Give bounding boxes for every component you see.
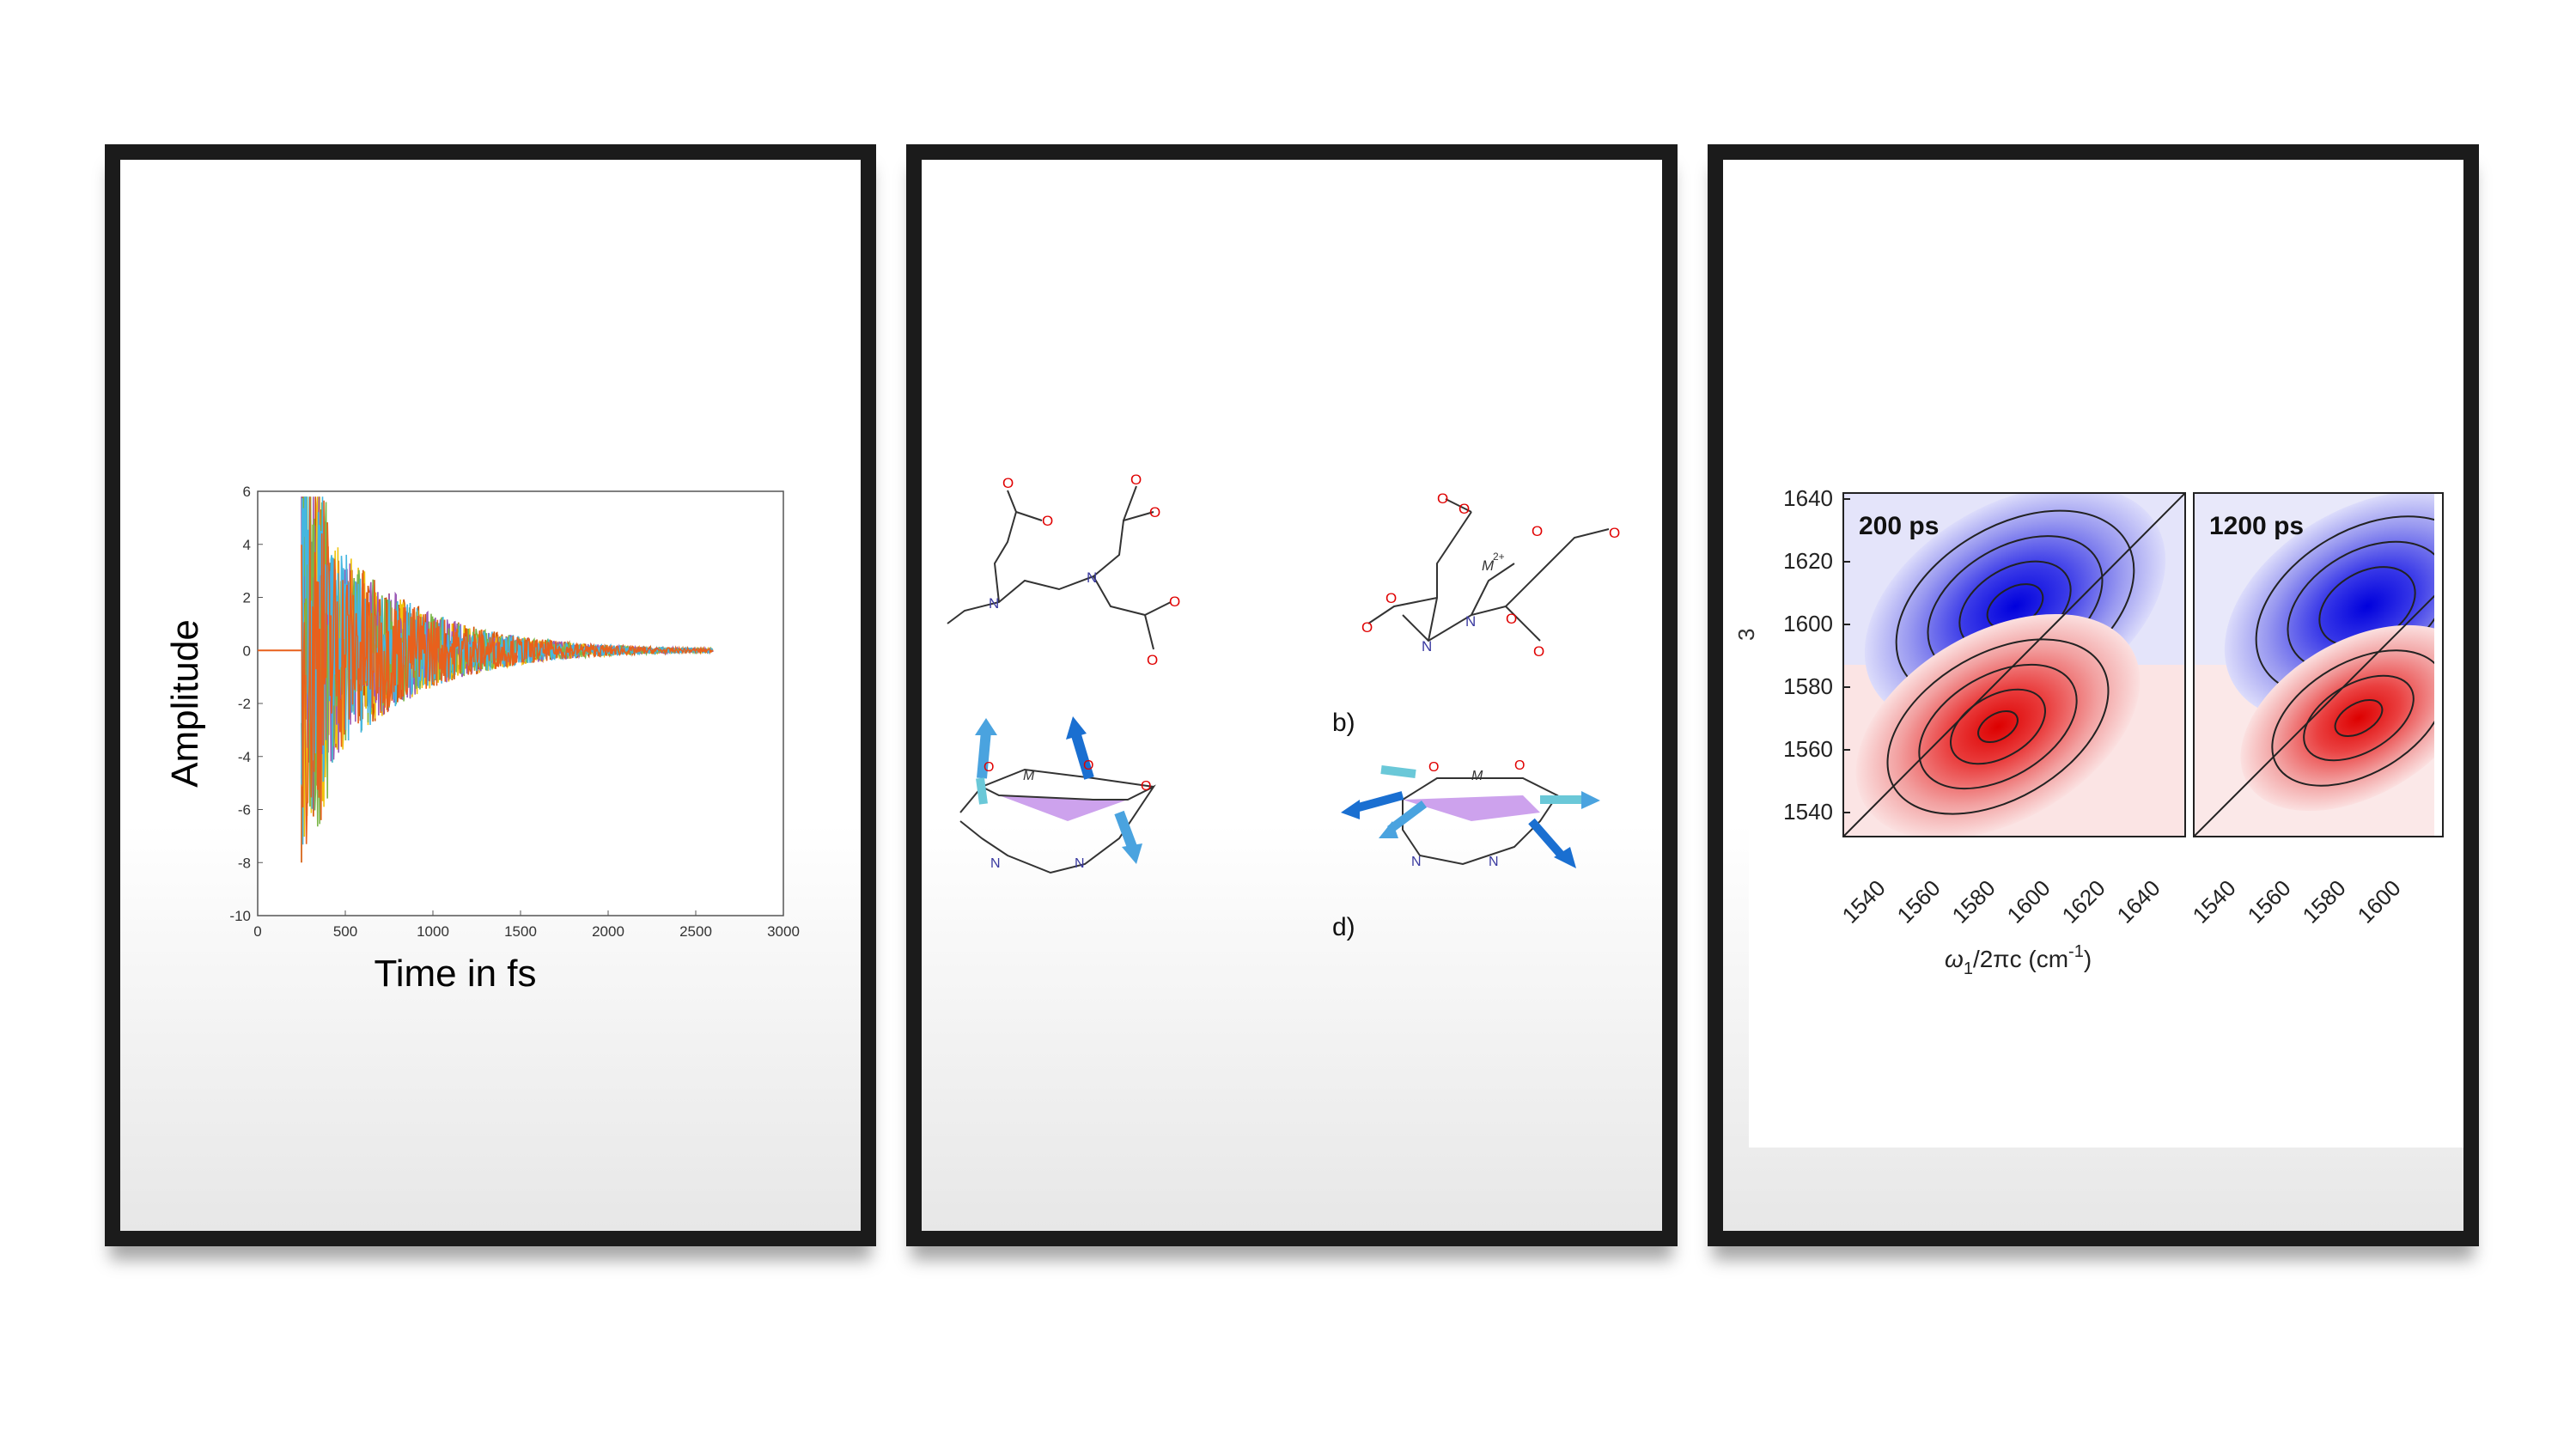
x-tick-label: 500: [333, 923, 357, 940]
label-d: d): [1332, 913, 1355, 941]
atom-o: O: [1428, 760, 1439, 775]
vibration-mode-d: [1341, 765, 1600, 868]
subplot-frame: [1842, 492, 2186, 837]
y-tick-label: -6: [238, 802, 251, 819]
atom-o: O: [1169, 594, 1180, 610]
atom-o: O: [1149, 504, 1160, 521]
y-axis-label: Amplitude: [164, 619, 206, 788]
y-tick-label: 4: [243, 537, 251, 553]
atom-o: O: [984, 760, 994, 775]
x-tick-label: 3000: [767, 923, 800, 940]
y-tick-labels: 1640 1620 1600 1580 1560 1540: [1783, 485, 1850, 825]
x-tick-label: 1000: [417, 923, 449, 940]
frame-1: 0 500 1000 1500 2000 2500 3000 6 4 2 0 -2 -4 -6 -8 -10 …: [105, 144, 876, 1246]
metal-complex-structure: [1367, 498, 1610, 642]
atom-o: O: [1083, 758, 1093, 773]
x-axis-label: Time in fs: [374, 953, 536, 995]
frame-3: 200 ps 1200 ps 1640 1620 1600 1580 1560 1540 …: [1708, 144, 2479, 1246]
signal-traces: [258, 496, 714, 863]
y-tick-label: 6: [243, 484, 251, 500]
atom-o: O: [1385, 590, 1397, 606]
y-tick-label: 0: [243, 642, 251, 659]
atom-n: N: [990, 856, 1001, 871]
frame-2: N N O O O O O O N N M 2+ O O O O O: [906, 144, 1678, 1246]
spectrum-1200ps: [2194, 493, 2434, 837]
metal-atom: M: [1023, 769, 1035, 783]
atom-o: O: [1532, 523, 1543, 539]
atom-o: O: [1147, 652, 1158, 668]
label-b: b): [1332, 709, 1355, 737]
x-tick-label: 2000: [592, 923, 624, 940]
signal-trace: [301, 496, 714, 844]
x-tick-label: 0: [253, 923, 261, 940]
atom-o: O: [1533, 643, 1544, 660]
metal-charge: 2+: [1493, 551, 1505, 563]
x-axis-label: ω1/2πc (cm-1): [1945, 942, 2092, 978]
molecule-diagrams: N N O O O O O O N N M 2+ O O O O O: [947, 472, 1620, 941]
atom-n: N: [1411, 855, 1422, 869]
y-tick-label: 1600: [1783, 611, 1833, 636]
atom-o: O: [1459, 501, 1470, 517]
x-tick-label: 2500: [679, 923, 712, 940]
atom-n: N: [1075, 856, 1085, 871]
atom-n: N: [989, 595, 999, 612]
vibration-mode-c: [959, 716, 1156, 874]
subplot-label: 1200 ps: [2209, 512, 2304, 540]
axis-ticks: 0 500 1000 1500 2000 2500 3000 6 4 2 0 -2 -4 -6 -8 -10: [229, 484, 799, 940]
atom-n: N: [1422, 638, 1432, 654]
amplitude-chart: 0 500 1000 1500 2000 2500 30006420-2-4-6-8-10 …: [164, 484, 800, 995]
metal-atom: M: [1482, 557, 1495, 574]
atom-o: O: [1361, 619, 1373, 636]
atom-o: O: [1609, 525, 1620, 541]
atom-o: O: [1506, 611, 1517, 627]
y-tick-label: 1560: [1783, 736, 1833, 762]
ligand-structure: [947, 485, 1172, 650]
y-tick-label: 1620: [1783, 548, 1833, 574]
y-tick-label: 1540: [1783, 799, 1833, 825]
atom-n: N: [1489, 855, 1499, 869]
y-axis-label-fragment: 3: [1733, 629, 1759, 641]
atom-n: N: [1087, 569, 1097, 586]
y-tick-label: -8: [238, 855, 251, 871]
y-tick-label: -10: [229, 908, 251, 924]
metal-atom: M: [1471, 769, 1483, 783]
atom-o: O: [1514, 758, 1525, 773]
y-tick-label: 1640: [1783, 485, 1833, 511]
spectrum-200ps: [1843, 493, 2185, 837]
atom-o: O: [1002, 475, 1014, 491]
atom-o: O: [1141, 779, 1151, 794]
y-tick-label: -4: [238, 749, 251, 765]
y-tick-label: 2: [243, 590, 251, 606]
atom-o: O: [1042, 513, 1053, 529]
subplot-label: 200 ps: [1859, 512, 1939, 540]
atom-o: O: [1437, 490, 1448, 507]
x-tick-label: 1500: [504, 923, 537, 940]
2d-ir-spectra: 200 ps 1200 ps 164016201600158015601540 …: [1733, 469, 2463, 1148]
y-tick-label: 1580: [1783, 673, 1833, 699]
atom-o: O: [1130, 472, 1142, 488]
y-tick-label: -2: [238, 696, 251, 712]
subplot-frame: [2193, 492, 2444, 837]
atom-n: N: [1465, 613, 1476, 630]
